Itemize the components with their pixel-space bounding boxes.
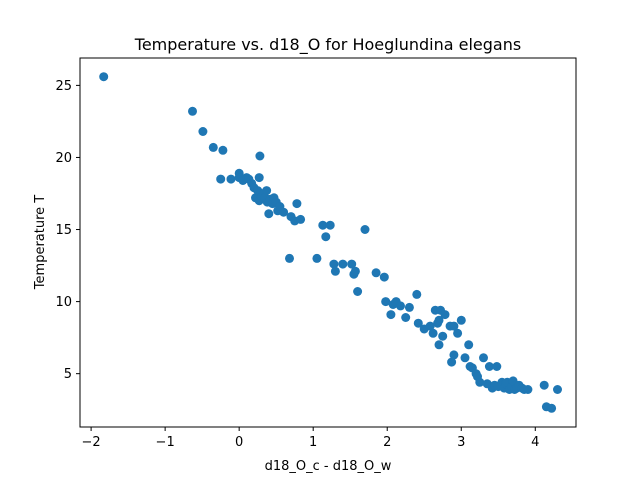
data-point	[425, 321, 435, 331]
y-tick-label: 15	[55, 223, 72, 238]
y-tick-label: 10	[55, 295, 72, 310]
data-point	[413, 318, 423, 328]
chart-title: Temperature vs. d18_O for Hoeglundina el…	[134, 35, 521, 55]
x-tick-label: −2	[82, 435, 101, 450]
x-tick-label: 2	[383, 435, 391, 450]
data-point	[312, 253, 322, 263]
x-tick-label: 4	[531, 435, 539, 450]
data-point	[434, 315, 444, 325]
data-point	[353, 287, 363, 296]
x-axis-label: d18_O_c - d18_O_w	[265, 459, 392, 474]
data-point	[428, 328, 438, 338]
data-point	[371, 268, 381, 278]
x-tick-label: −1	[156, 435, 175, 450]
data-point	[296, 214, 306, 224]
data-point	[381, 297, 391, 307]
data-point	[329, 259, 339, 269]
data-point	[218, 145, 228, 155]
y-tick-label: 25	[55, 79, 72, 94]
data-point	[198, 127, 208, 136]
data-point	[347, 259, 357, 269]
data-point	[412, 289, 422, 299]
data-point	[523, 385, 533, 394]
data-point	[292, 199, 302, 209]
data-point	[492, 362, 502, 371]
y-tick-label: 20	[55, 151, 72, 166]
data-point	[255, 151, 265, 161]
data-point	[262, 186, 272, 196]
data-point	[264, 209, 274, 219]
data-point	[379, 272, 389, 282]
data-point	[285, 253, 294, 263]
data-point	[440, 310, 450, 320]
data-point	[475, 377, 485, 387]
y-tick-label: 5	[64, 367, 72, 382]
plot-frame	[79, 57, 577, 428]
data-point	[456, 315, 466, 325]
data-point	[386, 310, 396, 320]
data-point	[453, 328, 463, 338]
x-tick-label: 1	[309, 435, 317, 450]
data-point	[208, 142, 218, 152]
data-point	[447, 357, 457, 367]
data-point	[460, 353, 470, 363]
data-point	[449, 350, 459, 360]
data-point	[464, 340, 474, 350]
data-point	[438, 331, 448, 341]
data-points	[99, 72, 562, 413]
data-point	[279, 207, 289, 217]
y-axis-ticks: 5 10 15 20 25	[55, 79, 80, 382]
data-point	[484, 362, 494, 371]
data-point	[226, 174, 236, 184]
x-axis-ticks: −2 −1 0 1 2 3 4	[82, 427, 539, 450]
data-point	[99, 72, 109, 82]
data-point	[254, 173, 264, 183]
data-point	[216, 174, 226, 184]
data-point	[360, 225, 370, 234]
data-point	[449, 321, 459, 331]
x-tick-label: 0	[235, 435, 243, 450]
data-point	[350, 266, 360, 276]
data-point	[404, 302, 414, 312]
data-point	[330, 266, 340, 276]
data-point	[401, 313, 411, 322]
data-point	[396, 301, 405, 311]
data-point	[479, 353, 488, 363]
data-point	[321, 232, 331, 242]
data-point	[338, 259, 348, 269]
y-axis-label: Temperature T	[33, 195, 48, 290]
data-point	[539, 380, 549, 390]
x-tick-label: 3	[457, 435, 465, 450]
data-point	[325, 220, 335, 230]
data-point	[188, 106, 197, 116]
data-point	[434, 340, 444, 350]
data-point	[547, 403, 557, 413]
data-point	[318, 220, 328, 230]
data-point	[553, 385, 562, 394]
